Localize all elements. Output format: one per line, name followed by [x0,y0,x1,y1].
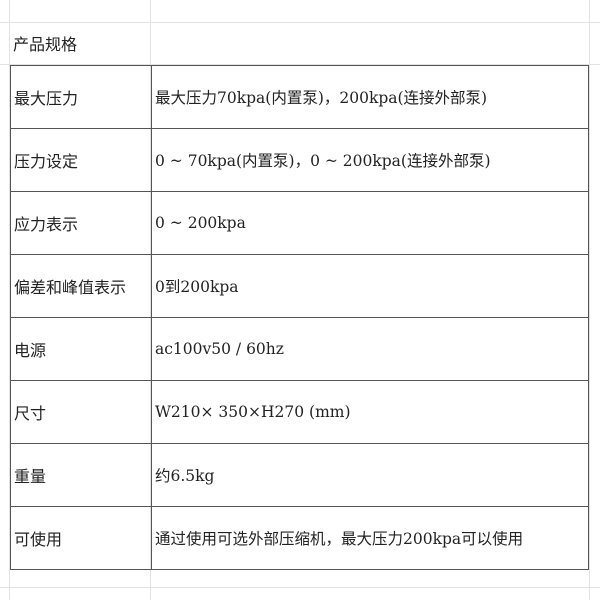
table-row: 最大压力 最大压力70kpa(内置泵)，200kpa(连接外部泵) [10,65,589,129]
table-row: 重量 约6.5kg [10,443,589,507]
gridline [0,22,600,23]
spec-value-cell[interactable]: 0到200kpa [151,254,589,318]
spec-label-cell[interactable]: 最大压力 [10,65,152,129]
table-row: 可使用 通过使用可选外部压缩机，最大压力200kpa可以使用 [10,506,589,570]
sheet-title-cell[interactable]: 产品规格 [13,35,78,54]
spec-value-cell[interactable]: 0 ~ 70kpa(内置泵)，0 ~ 200kpa(连接外部泵) [151,128,589,192]
spec-label-cell[interactable]: 压力设定 [10,128,152,192]
spec-value-cell[interactable]: 通过使用可选外部压缩机，最大压力200kpa可以使用 [151,506,589,570]
table-row: 尺寸 W210× 350×H270 (mm) [10,380,589,444]
table-row: 压力设定 0 ~ 70kpa(内置泵)，0 ~ 200kpa(连接外部泵) [10,128,589,192]
spec-value-cell[interactable]: W210× 350×H270 (mm) [151,380,589,444]
spec-label-cell[interactable]: 应力表示 [10,191,152,255]
gridline [9,0,10,600]
spec-value-cell[interactable]: ac100v50 / 60hz [151,317,589,381]
spec-table: 最大压力 最大压力70kpa(内置泵)，200kpa(连接外部泵) 压力设定 0 ~ … [10,65,589,570]
table-row: 偏差和峰值表示 0到200kpa [10,254,589,318]
spec-value-cell[interactable]: 约6.5kg [151,443,589,507]
spec-label-cell[interactable]: 尺寸 [10,380,152,444]
table-row: 电源 ac100v50 / 60hz [10,317,589,381]
gridline [0,64,600,65]
spec-value-cell[interactable]: 最大压力70kpa(内置泵)，200kpa(连接外部泵) [151,65,589,129]
table-row: 应力表示 0 ~ 200kpa [10,191,589,255]
spec-label-cell[interactable]: 电源 [10,317,152,381]
spec-label-cell[interactable]: 偏差和峰值表示 [10,254,152,318]
gridline [0,587,600,588]
spec-value-cell[interactable]: 0 ~ 200kpa [151,191,589,255]
gridline [589,0,590,600]
spec-label-cell[interactable]: 可使用 [10,506,152,570]
spec-label-cell[interactable]: 重量 [10,443,152,507]
